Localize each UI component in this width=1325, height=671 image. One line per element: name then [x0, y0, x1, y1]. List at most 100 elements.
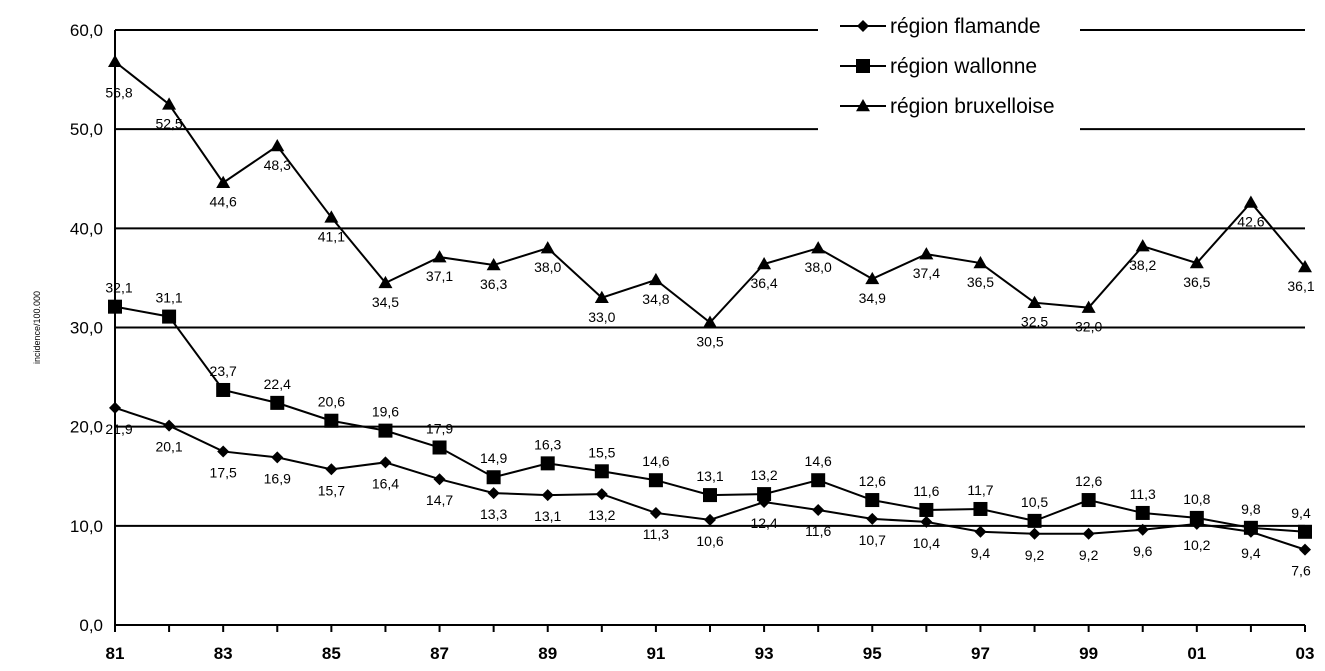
- y-tick-label: 50,0: [70, 120, 103, 139]
- x-tick-label: 97: [971, 644, 990, 663]
- square-marker: [1298, 524, 1312, 539]
- x-tick-label: 93: [755, 644, 774, 663]
- legend-entry: région flamande: [890, 15, 1041, 38]
- data-label: 10,8: [1183, 491, 1210, 507]
- y-tick-labels: 0,0 10,0 20,0 30,0 40,0 50,0 60,0: [70, 21, 103, 635]
- square-marker: [973, 501, 988, 516]
- data-label: 15,7: [318, 482, 345, 498]
- diamond-marker: [271, 451, 284, 464]
- data-label: 13,3: [480, 506, 507, 522]
- y-tick-label: 30,0: [70, 319, 103, 338]
- diamond-marker: [1136, 523, 1149, 536]
- diamond-marker: [541, 489, 554, 502]
- data-label: 30,5: [696, 334, 723, 350]
- square-marker: [648, 473, 663, 488]
- data-label: 19,6: [372, 404, 399, 420]
- diamond-marker: [109, 401, 121, 414]
- data-label: 34,9: [859, 290, 886, 306]
- data-label: 33,0: [588, 309, 615, 325]
- y-tick-label: 0,0: [79, 616, 103, 635]
- triangle-marker: [1081, 300, 1096, 313]
- square-marker: [378, 423, 393, 438]
- triangle-marker: [703, 315, 717, 328]
- square-marker: [540, 456, 555, 471]
- diamond-marker: [325, 463, 338, 476]
- data-label: 10,4: [913, 535, 940, 551]
- data-label: 14,6: [805, 453, 832, 469]
- square-marker: [594, 464, 609, 479]
- data-label: 52,5: [155, 115, 182, 131]
- data-label: 36,4: [750, 275, 777, 291]
- data-label: 34,8: [642, 291, 669, 307]
- data-label: 11,7: [967, 482, 993, 498]
- data-label: 9,2: [1025, 547, 1045, 563]
- data-label: 42,6: [1237, 214, 1264, 230]
- x-tick-label: 01: [1187, 644, 1206, 663]
- square-marker: [486, 470, 501, 485]
- data-label: 21,9: [105, 421, 132, 437]
- diamond-marker: [812, 503, 825, 516]
- square-marker: [216, 382, 231, 397]
- series: [108, 54, 1312, 556]
- x-tick-label: 81: [106, 644, 125, 663]
- data-label: 38,2: [1129, 257, 1156, 273]
- data-label: 44,6: [210, 194, 237, 210]
- data-label: 12,6: [859, 473, 886, 489]
- data-label: 15,5: [588, 444, 615, 460]
- gridlines: [115, 29, 1305, 527]
- x-tick-label: 85: [322, 644, 341, 663]
- data-label: 11,6: [805, 523, 831, 539]
- square-marker: [1081, 493, 1096, 508]
- triangle-marker: [162, 97, 177, 110]
- square-marker: [270, 395, 285, 410]
- data-label: 9,4: [1241, 545, 1261, 561]
- diamond-marker: [649, 506, 662, 519]
- x-tick-label: 87: [430, 644, 449, 663]
- triangle-marker: [1027, 295, 1042, 308]
- data-label: 10,5: [1021, 494, 1048, 510]
- axes: [114, 30, 1306, 632]
- triangle-marker: [648, 272, 663, 286]
- data-label: 36,5: [1183, 274, 1210, 290]
- y-tick-label: 10,0: [70, 517, 103, 536]
- y-tick-label: 40,0: [70, 219, 103, 238]
- data-label: 20,1: [155, 439, 182, 455]
- data-label: 17,5: [210, 464, 237, 480]
- data-label: 11,3: [643, 526, 669, 542]
- triangle-marker: [378, 275, 393, 289]
- diamond-marker: [866, 512, 879, 525]
- data-label: 17,9: [426, 420, 453, 436]
- triangle-marker: [324, 210, 339, 223]
- triangle-marker: [1189, 256, 1204, 269]
- square-marker: [108, 299, 122, 314]
- data-label: 12,4: [750, 515, 777, 531]
- data-label: 36,5: [967, 274, 994, 290]
- data-label: 56,8: [105, 85, 132, 101]
- diamond-marker: [1299, 543, 1311, 556]
- legend: région flamande région wallonne région bru…: [818, 10, 1080, 134]
- data-label: 16,4: [372, 475, 399, 491]
- data-label: 38,0: [534, 259, 561, 275]
- square-marker: [1135, 505, 1150, 520]
- square-marker: [865, 493, 880, 508]
- y-tick-label: 60,0: [70, 21, 103, 40]
- diamond-marker: [1082, 527, 1095, 540]
- legend-entry: région wallonne: [890, 55, 1037, 78]
- data-label: 13,2: [588, 507, 615, 523]
- data-label: 32,0: [1075, 319, 1102, 335]
- x-tick-label: 83: [214, 644, 233, 663]
- x-tick-label: 91: [646, 644, 665, 663]
- data-label: 14,9: [480, 450, 507, 466]
- series-line-triangle: [114, 60, 1306, 324]
- data-label: 32,5: [1021, 314, 1048, 330]
- x-tick-labels: 81 83 85 87 89 91 93 95 97 99 01 03: [106, 644, 1315, 663]
- x-tick-label: 95: [863, 644, 882, 663]
- data-label: 34,5: [372, 294, 399, 310]
- triangle-marker: [432, 250, 447, 263]
- data-label: 9,2: [1079, 547, 1099, 563]
- data-label: 13,1: [696, 468, 723, 484]
- triangle-marker: [1243, 195, 1258, 208]
- diamond-marker: [217, 445, 230, 458]
- data-label: 36,3: [480, 276, 507, 292]
